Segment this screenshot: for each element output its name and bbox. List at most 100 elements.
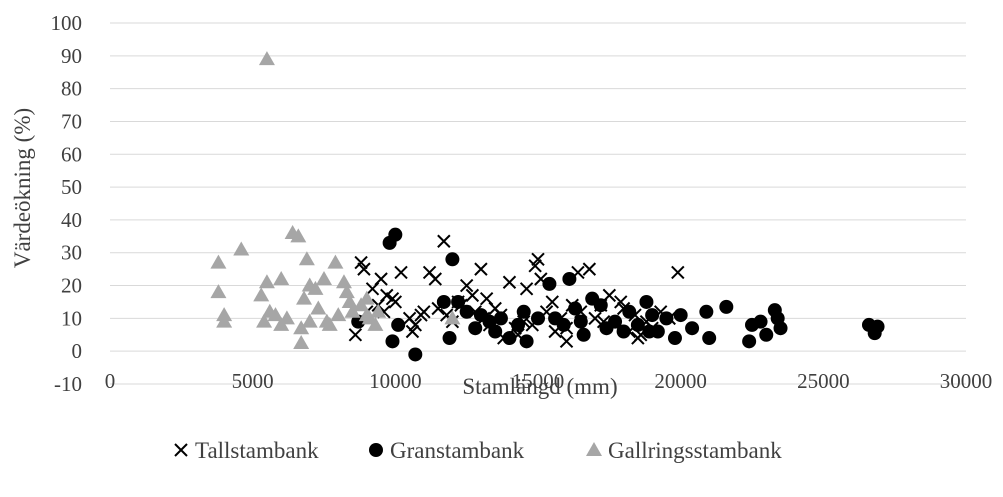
x-axis-title: Stamlängd (mm)	[462, 374, 617, 399]
x-tick-label: 10000	[369, 369, 422, 393]
data-point	[444, 310, 461, 325]
data-point	[616, 324, 631, 339]
data-point	[256, 313, 273, 328]
data-points	[210, 51, 885, 362]
data-point	[365, 282, 380, 296]
y-axis-ticks: -10 0 10 20 30 40 50 60 70 80 90 100	[51, 11, 83, 396]
legend-marker	[586, 442, 602, 456]
data-point	[290, 228, 307, 243]
data-point	[385, 334, 400, 349]
x-tick-label: 25000	[797, 369, 850, 393]
data-point	[301, 313, 318, 328]
data-point	[631, 331, 645, 345]
data-point	[593, 298, 608, 313]
data-point	[576, 327, 591, 342]
x-axis-ticks: 0 5000 10000 15000 20000 25000 30000	[105, 369, 993, 393]
data-point	[573, 314, 588, 329]
data-point	[528, 259, 542, 273]
data-point	[516, 304, 531, 319]
data-point	[465, 288, 480, 303]
data-point	[293, 334, 310, 349]
data-point	[344, 303, 361, 318]
x-tick-label: 15000	[512, 369, 565, 393]
x-tick-label: 30000	[940, 369, 993, 393]
data-point	[442, 331, 457, 346]
data-point	[519, 282, 534, 296]
data-point	[642, 324, 657, 339]
data-point	[671, 265, 685, 280]
data-point	[437, 234, 451, 248]
data-point	[445, 252, 460, 267]
data-point	[468, 321, 483, 336]
legend-label: Gallringsstambank	[608, 438, 782, 463]
legend-label: Granstambank	[390, 438, 525, 463]
data-point	[216, 313, 233, 328]
data-point	[357, 262, 371, 276]
data-point	[354, 255, 368, 270]
data-point	[210, 284, 227, 299]
data-point	[298, 251, 315, 266]
data-point	[502, 275, 517, 289]
data-point	[428, 272, 442, 286]
x-tick-label: 0	[105, 369, 116, 393]
data-point	[391, 317, 406, 332]
data-point	[630, 317, 645, 332]
data-point	[388, 295, 403, 309]
y-tick-label: 40	[61, 208, 82, 232]
data-point	[370, 303, 387, 318]
data-point	[405, 324, 420, 339]
y-tick-label: 0	[72, 339, 83, 363]
data-point	[316, 270, 332, 285]
legend: Tallstambank Granstambank Gallringsstamban…	[174, 438, 782, 463]
data-point	[388, 227, 403, 242]
data-point	[511, 317, 526, 332]
y-tick-label: 100	[51, 11, 83, 35]
data-point	[493, 311, 508, 326]
data-point	[459, 278, 474, 293]
data-point	[233, 241, 250, 256]
data-point	[451, 294, 466, 309]
x-tick-label: 5000	[232, 369, 274, 393]
data-point	[614, 295, 628, 309]
data-point	[258, 51, 275, 66]
data-point	[667, 331, 682, 346]
data-point	[502, 331, 517, 346]
y-tick-label: 20	[61, 274, 82, 298]
y-tick-label: 30	[61, 241, 82, 265]
data-point	[742, 334, 757, 349]
data-point	[639, 294, 654, 309]
data-point	[753, 314, 768, 329]
data-point	[770, 311, 785, 326]
data-point	[673, 308, 688, 323]
y-axis-title: Värdeökning (%)	[10, 108, 35, 268]
data-point	[341, 293, 358, 308]
data-point	[582, 262, 597, 276]
data-point	[310, 300, 327, 315]
data-point	[608, 314, 623, 329]
data-point	[210, 254, 227, 269]
data-point	[719, 299, 734, 314]
data-point	[273, 270, 290, 285]
data-point	[321, 316, 338, 331]
x-tick-label: 20000	[654, 369, 707, 393]
y-tick-label: 60	[61, 142, 82, 166]
data-point	[408, 318, 423, 332]
y-tick-label: 70	[61, 109, 82, 133]
data-point	[414, 308, 428, 322]
data-point	[622, 304, 637, 319]
data-point	[559, 334, 574, 349]
y-tick-label: 90	[61, 44, 82, 68]
y-tick-label: 50	[61, 175, 82, 199]
y-tick-label: 80	[61, 77, 82, 101]
data-point	[685, 321, 700, 336]
y-tick-label: 10	[61, 306, 82, 330]
data-point	[659, 311, 674, 326]
data-point	[253, 287, 270, 302]
data-point	[327, 254, 344, 269]
legend-marker	[369, 443, 383, 457]
data-point	[474, 262, 488, 276]
data-point	[531, 311, 545, 326]
data-point	[545, 295, 559, 309]
data-point	[367, 316, 384, 331]
